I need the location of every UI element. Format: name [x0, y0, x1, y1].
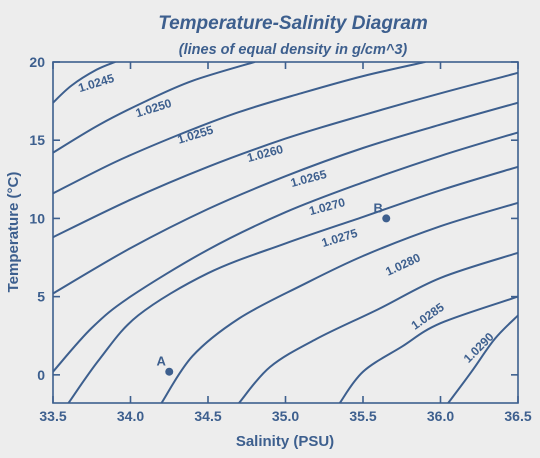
contour-line-1-0265 [53, 101, 518, 295]
contour-label-1-0280: 1.0280 [383, 250, 422, 278]
y-tick-labels: 0 5 10 15 20 [29, 54, 45, 383]
x-tick-label: 35.5 [349, 408, 376, 424]
point-label-b: B [374, 200, 383, 215]
point-a [165, 367, 174, 376]
contour-line-1-0280 [160, 201, 518, 403]
contour-line-1-0275 [67, 165, 518, 403]
y-axis-label: Temperature (°C) [5, 172, 22, 293]
x-tick-label: 35.0 [272, 408, 299, 424]
x-tick-label: 34.0 [117, 408, 144, 424]
contour-label-1-0250: 1.0250 [134, 96, 174, 120]
x-tick-label: 33.5 [39, 408, 66, 424]
contour-line-1-0295 [447, 314, 518, 403]
contour-label-1-0260: 1.0260 [246, 142, 285, 165]
contour-line-1-0285 [238, 251, 518, 403]
contour-label-1-0270: 1.0270 [308, 195, 347, 218]
x-tick-label: 34.5 [194, 408, 221, 424]
x-tick-labels: 33.5 34.0 34.5 35.0 35.5 36.0 36.5 [39, 408, 531, 424]
y-tick-label: 15 [29, 132, 45, 148]
contour-line-1-0270 [53, 131, 518, 373]
density-contours [53, 62, 518, 403]
point-b [382, 214, 391, 223]
y-tick-label: 5 [37, 289, 45, 305]
contour-label-1-0285: 1.0285 [409, 300, 447, 333]
y-tick-label: 10 [29, 210, 45, 226]
x-tick-label: 36.0 [427, 408, 454, 424]
contour-label-1-0245: 1.0245 [77, 71, 117, 95]
x-axis-label: Salinity (PSU) [236, 433, 334, 450]
contour-line-1-0245 [53, 62, 116, 104]
axis-ticks [52, 61, 519, 403]
x-tick-label: 36.5 [504, 408, 531, 424]
contour-line-1-0260 [53, 71, 518, 239]
contour-line-1-0290 [338, 295, 518, 403]
y-tick-label: 20 [29, 54, 45, 70]
water-mass-points: AB [157, 200, 391, 376]
contour-line-1-0255 [53, 62, 426, 195]
contour-label-1-0255: 1.0255 [176, 123, 216, 147]
y-tick-label: 0 [37, 367, 45, 383]
chart-title: Temperature-Salinity Diagram [158, 13, 428, 34]
contour-line-1-0250 [53, 62, 256, 154]
point-label-a: A [157, 354, 167, 369]
chart-subtitle: (lines of equal density in g/cm^3) [179, 42, 408, 58]
contour-label-1-0265: 1.0265 [289, 167, 328, 190]
